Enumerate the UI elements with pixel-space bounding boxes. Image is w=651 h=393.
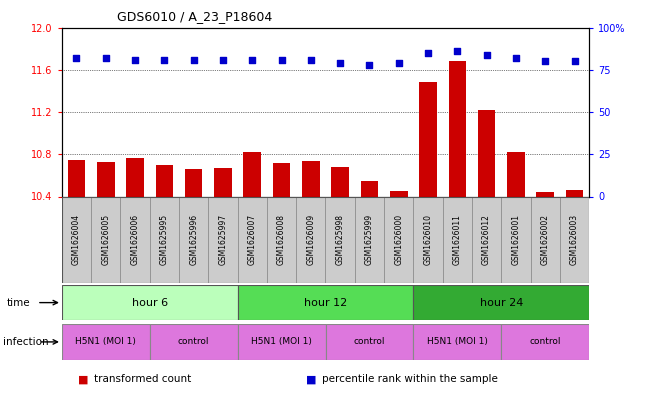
Text: GSM1626003: GSM1626003	[570, 214, 579, 265]
Bar	[238, 324, 326, 360]
Bar	[185, 169, 202, 196]
Text: GSM1626007: GSM1626007	[248, 214, 256, 265]
Text: control: control	[529, 338, 561, 346]
Text: GSM1626008: GSM1626008	[277, 214, 286, 265]
Bar	[419, 83, 437, 196]
Bar	[472, 196, 501, 283]
Bar	[91, 196, 120, 283]
Bar	[384, 196, 413, 283]
Point	[71, 55, 82, 61]
Bar	[326, 324, 413, 360]
Bar	[62, 324, 150, 360]
Bar	[120, 196, 150, 283]
Bar	[478, 110, 495, 196]
Bar	[273, 163, 290, 196]
Point	[335, 60, 345, 66]
Text: hour 12: hour 12	[304, 298, 347, 308]
Point	[481, 51, 492, 58]
Bar	[560, 196, 589, 283]
Point	[159, 57, 169, 63]
Text: transformed count: transformed count	[94, 374, 191, 384]
Point	[217, 57, 228, 63]
Point	[423, 50, 434, 56]
Text: GSM1626011: GSM1626011	[453, 214, 462, 265]
Bar	[361, 181, 378, 196]
Point	[276, 57, 286, 63]
Bar	[326, 196, 355, 283]
Point	[540, 58, 550, 64]
Point	[393, 60, 404, 66]
Point	[130, 57, 140, 63]
Text: GDS6010 / A_23_P18604: GDS6010 / A_23_P18604	[117, 10, 272, 23]
Bar	[390, 191, 408, 196]
Text: ■: ■	[306, 374, 316, 384]
Point	[100, 55, 111, 61]
Text: GSM1625997: GSM1625997	[219, 214, 227, 265]
Text: GSM1626004: GSM1626004	[72, 214, 81, 265]
Text: percentile rank within the sample: percentile rank within the sample	[322, 374, 498, 384]
Text: control: control	[353, 338, 385, 346]
Bar	[68, 160, 85, 196]
Point	[364, 62, 374, 68]
Bar	[501, 196, 531, 283]
Text: time: time	[7, 298, 30, 308]
Bar	[62, 196, 91, 283]
Bar	[536, 192, 554, 196]
Text: GSM1625999: GSM1625999	[365, 214, 374, 265]
Text: GSM1626012: GSM1626012	[482, 214, 491, 265]
Text: H5N1 (MOI 1): H5N1 (MOI 1)	[76, 338, 136, 346]
Point	[305, 57, 316, 63]
Bar	[413, 196, 443, 283]
Text: GSM1626002: GSM1626002	[541, 214, 549, 265]
Point	[188, 57, 199, 63]
Bar	[214, 168, 232, 196]
Bar	[150, 324, 238, 360]
Text: hour 24: hour 24	[480, 298, 523, 308]
Bar	[238, 285, 413, 320]
Bar	[126, 158, 144, 196]
Bar	[156, 165, 173, 196]
Point	[569, 58, 579, 64]
Bar	[208, 196, 238, 283]
Text: GSM1626006: GSM1626006	[131, 214, 139, 265]
Text: GSM1625995: GSM1625995	[160, 214, 169, 265]
Bar	[179, 196, 208, 283]
Bar	[243, 152, 261, 196]
Text: GSM1626005: GSM1626005	[102, 214, 110, 265]
Text: H5N1 (MOI 1): H5N1 (MOI 1)	[251, 338, 312, 346]
Text: control: control	[178, 338, 210, 346]
Bar	[501, 324, 589, 360]
Bar	[355, 196, 384, 283]
Bar	[296, 196, 326, 283]
Bar	[62, 285, 238, 320]
Text: GSM1625996: GSM1625996	[189, 214, 198, 265]
Text: infection: infection	[3, 337, 49, 347]
Text: GSM1626009: GSM1626009	[307, 214, 315, 265]
Point	[247, 57, 257, 63]
Text: GSM1626001: GSM1626001	[512, 214, 520, 265]
Bar	[566, 190, 583, 196]
Bar	[238, 196, 267, 283]
Text: GSM1625998: GSM1625998	[336, 214, 344, 265]
Point	[510, 55, 521, 61]
Bar	[507, 152, 525, 196]
Text: H5N1 (MOI 1): H5N1 (MOI 1)	[427, 338, 488, 346]
Bar	[531, 196, 560, 283]
Bar	[413, 285, 589, 320]
Point	[452, 48, 462, 54]
Bar	[443, 196, 472, 283]
Bar	[302, 161, 320, 196]
Bar	[331, 167, 349, 196]
Text: ■: ■	[78, 374, 89, 384]
Bar	[449, 61, 466, 196]
Bar	[150, 196, 179, 283]
Bar	[97, 162, 115, 196]
Bar	[413, 324, 501, 360]
Text: hour 6: hour 6	[132, 298, 168, 308]
Bar	[267, 196, 296, 283]
Text: GSM1626000: GSM1626000	[395, 214, 403, 265]
Text: GSM1626010: GSM1626010	[424, 214, 432, 265]
